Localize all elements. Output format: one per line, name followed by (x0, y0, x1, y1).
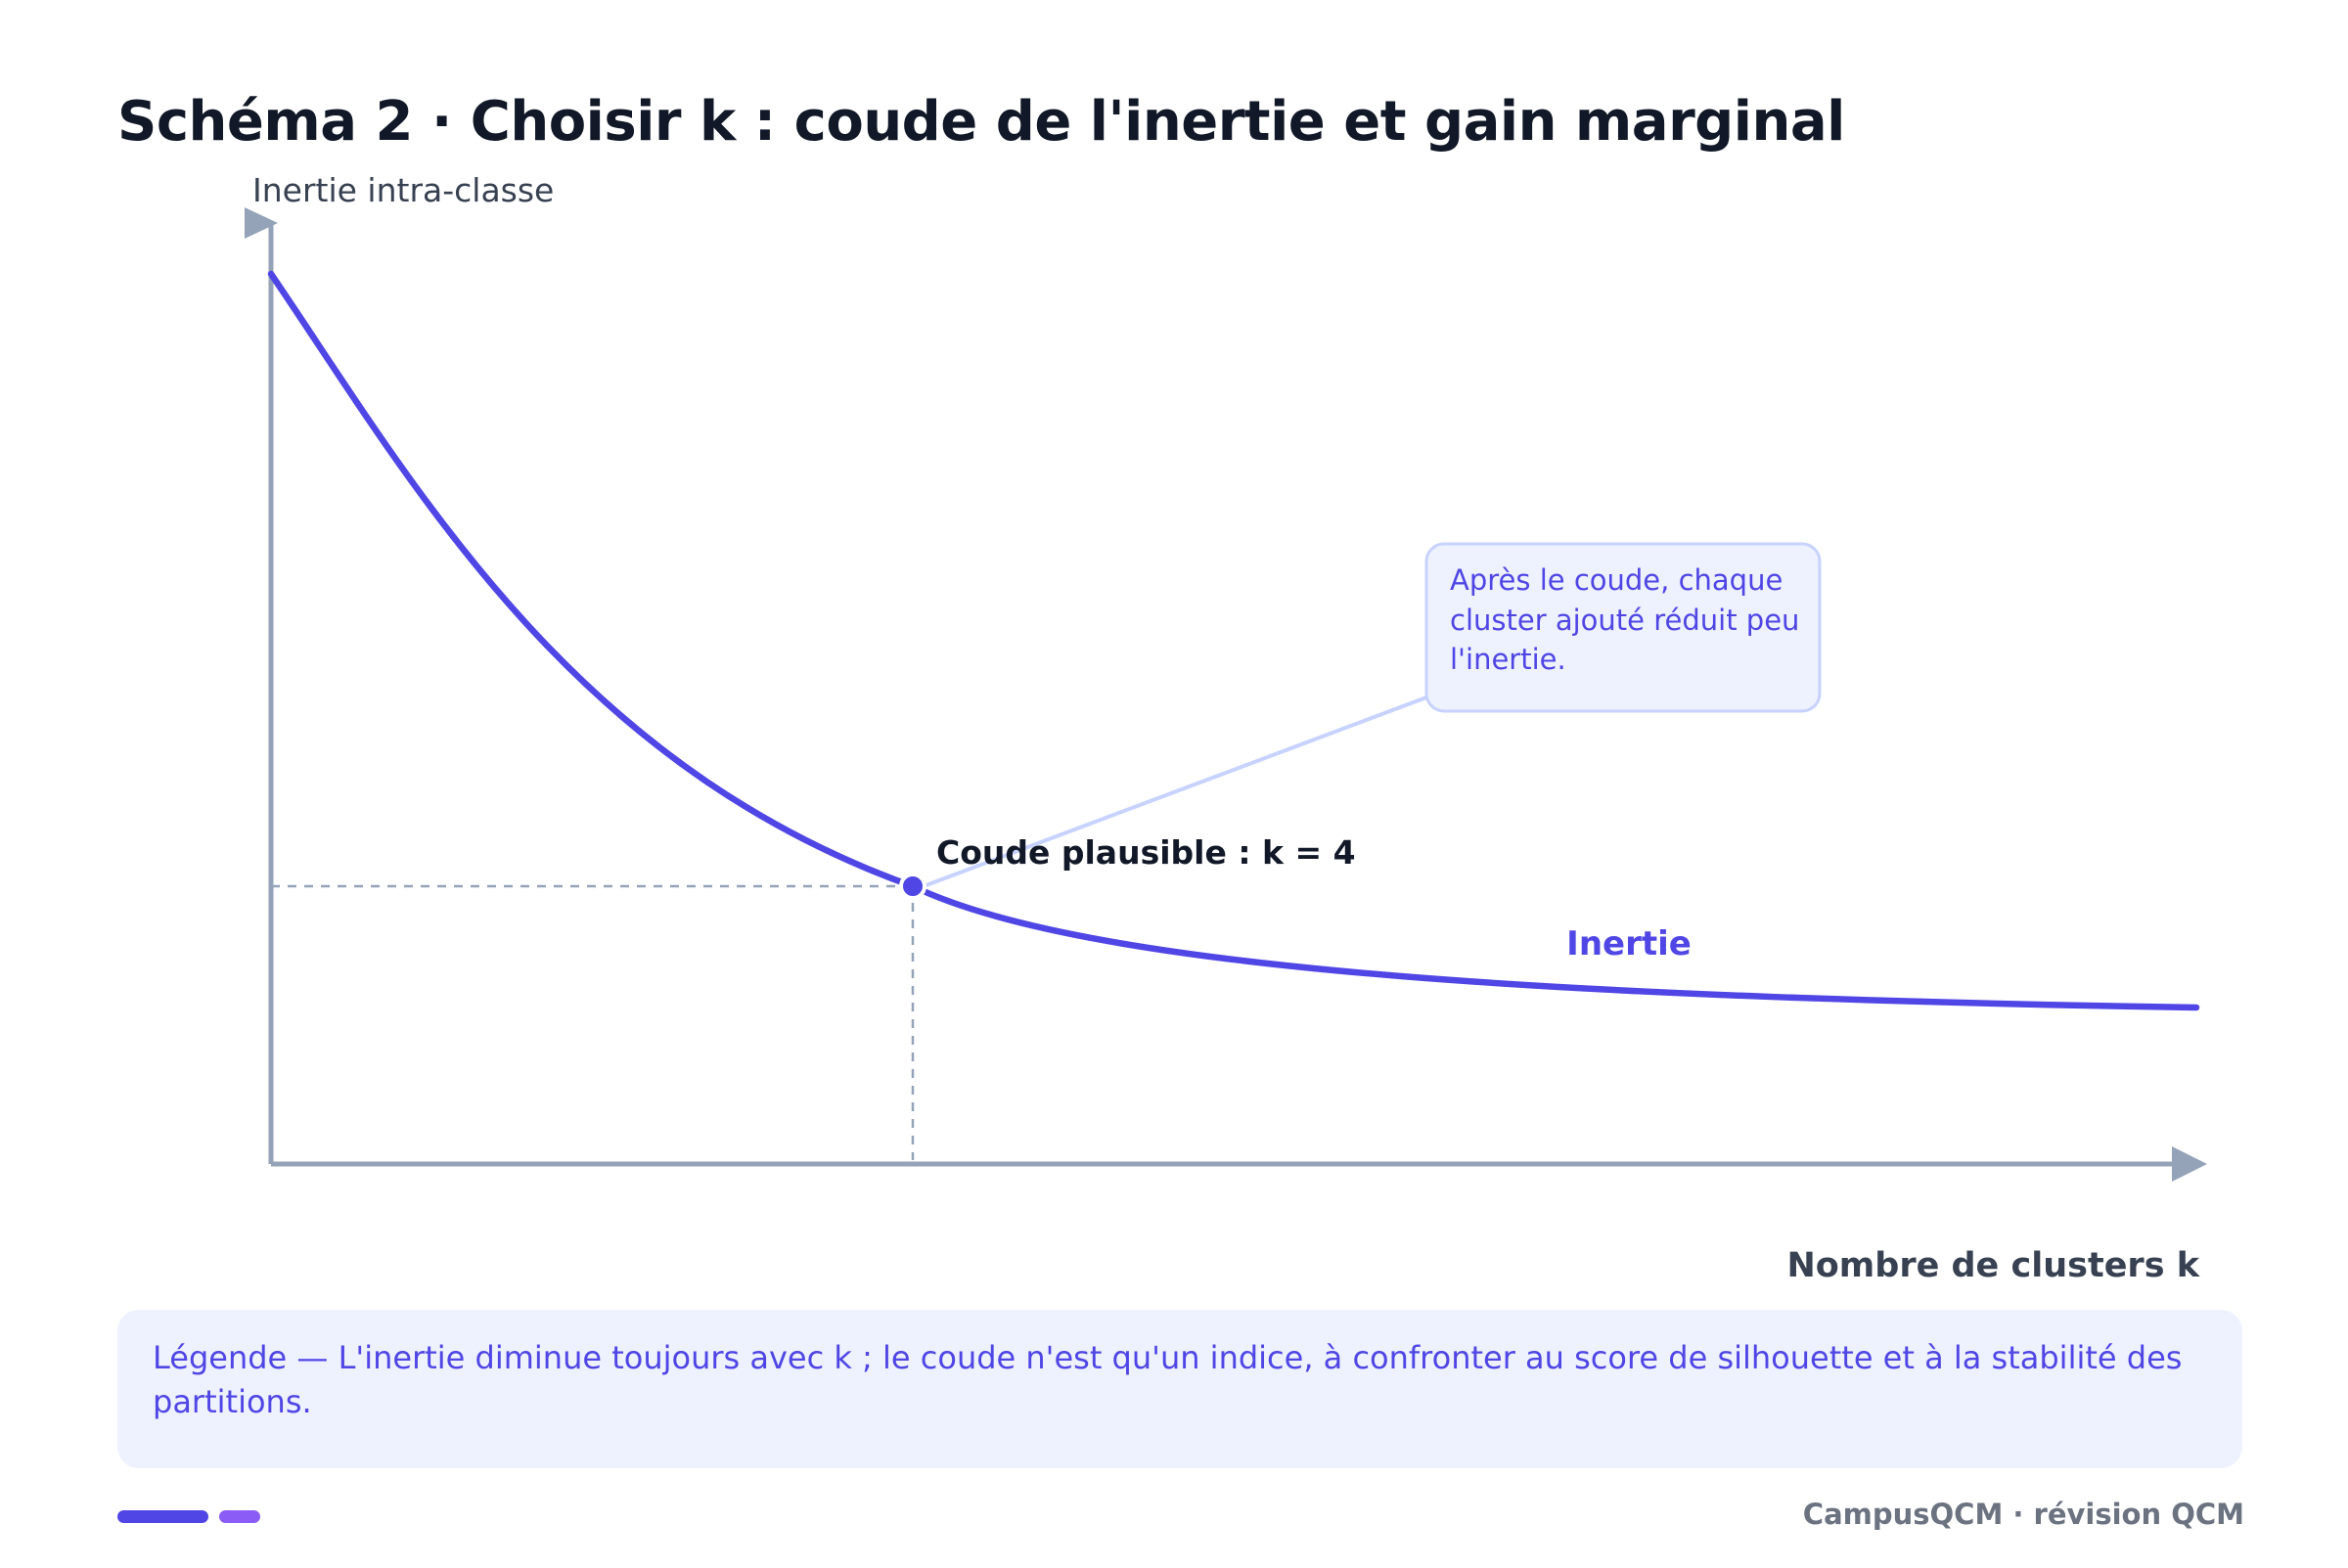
inertia-curve (267, 270, 2200, 1011)
elbow-label: Coude plausible : k = 4 (936, 833, 1356, 872)
callout-line: l'inertie. (1450, 643, 1566, 676)
page-title: Schéma 2 · Choisir k : coude de l'inerti… (117, 90, 1845, 154)
x-axis-arrow (2172, 1146, 2207, 1182)
legend-text: Légende — L'inertie diminue toujours ave… (153, 1339, 2183, 1420)
x-axis-label: Nombre de clusters k (1786, 1246, 2199, 1285)
accent-bar-secondary (219, 1510, 260, 1523)
elbow-point (899, 873, 926, 900)
legend-box: Légende — L'inertie diminue toujours ave… (117, 1310, 2242, 1468)
accent-bar-primary (117, 1510, 208, 1523)
y-axis-arrow (245, 207, 278, 239)
callout-connector (915, 695, 1427, 891)
y-axis-label: Inertie intra-classe (252, 171, 554, 209)
brand-footer: CampusQCM · révision QCM (1802, 1498, 2244, 1531)
callout-line: cluster ajouté réduit peu (1450, 604, 1799, 637)
callout-text: Après le coude, chaque cluster ajouté ré… (1450, 563, 1809, 676)
callout-line: Après le coude, chaque (1450, 563, 1783, 597)
curve-label: Inertie (1566, 924, 1692, 963)
callout-box (1424, 542, 1822, 713)
